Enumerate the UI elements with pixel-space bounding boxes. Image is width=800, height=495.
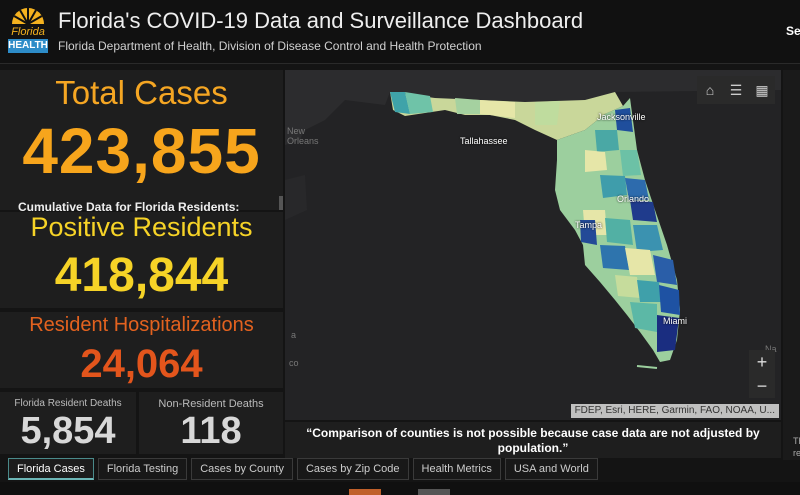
resident-deaths-label: Florida Resident Deaths (14, 398, 122, 409)
non-resident-deaths-label: Non-Resident Deaths (158, 398, 264, 410)
non-resident-deaths-value: 118 (180, 410, 242, 452)
comparison-note: “Comparison of counties is not possible … (285, 422, 781, 458)
map-label-a: a (291, 330, 297, 340)
florida-health-logo: Florida HEALTH (8, 8, 48, 54)
sun-icon (12, 8, 44, 24)
total-cases-label: Total Cases (55, 74, 228, 111)
city-label-new-orleans-2: Orleans (287, 136, 319, 146)
total-cases-value: 423,855 (22, 115, 261, 187)
tab-health-metrics[interactable]: Health Metrics (412, 458, 501, 480)
tab-usa-and-world[interactable]: USA and World (504, 458, 598, 480)
bottom-bar (0, 482, 800, 495)
dashboard-header: Florida HEALTH Florida's COVID-19 Data a… (0, 0, 800, 64)
hospitalizations-label: Resident Hospitalizations (29, 314, 254, 336)
right-panel-text-2: re (793, 448, 800, 458)
tab-cases-by-zip-code[interactable]: Cases by Zip Code (296, 458, 409, 480)
cumulative-note: Cumulative Data for Florida Residents: (18, 200, 240, 214)
city-label-miami: Miami (663, 316, 687, 326)
city-label-jacksonville: Jacksonville (597, 112, 646, 122)
total-cases-panel: Total Cases 423,855 Cumulative Data for … (0, 70, 283, 214)
positive-residents-label: Positive Residents (30, 212, 253, 242)
page-title: Florida's COVID-19 Data and Surveillance… (58, 8, 584, 33)
tab-florida-testing[interactable]: Florida Testing (97, 458, 188, 480)
city-label-tampa: Tampa (575, 220, 603, 230)
resident-deaths-value: 5,854 (20, 410, 116, 452)
tab-cases-by-county[interactable]: Cases by County (191, 458, 293, 480)
bottom-indicator-orange[interactable] (349, 489, 381, 495)
tab-florida-cases[interactable]: Florida Cases (8, 458, 94, 480)
tab-bar: Florida Cases Florida Testing Cases by C… (0, 458, 800, 480)
hospitalizations-panel: Resident Hospitalizations 24,064 (0, 312, 283, 388)
map-toolbar: ⌂ ☰ ▦ (697, 76, 775, 104)
positive-residents-value: 418,844 (54, 249, 229, 302)
positive-residents-panel: Positive Residents 418,844 (0, 212, 283, 308)
basemap-icon[interactable]: ▦ (755, 81, 769, 98)
florida-choropleth[interactable] (285, 70, 781, 420)
bottom-indicator-gray[interactable] (418, 489, 450, 495)
right-side-panel: Th re (783, 70, 800, 460)
zoom-in-button[interactable]: + (756, 352, 768, 372)
right-panel-text-1: Th (793, 436, 800, 446)
non-resident-deaths-panel: Non-Resident Deaths 118 (139, 392, 283, 454)
map-label-na: Na (765, 344, 777, 354)
logo-word-florida: Florida (11, 26, 45, 38)
city-label-new-orleans: New (287, 126, 306, 136)
zoom-out-button[interactable]: − (756, 376, 768, 396)
logo-word-health: HEALTH (8, 39, 48, 53)
panel-scrollbar[interactable] (279, 196, 283, 210)
page-subtitle: Florida Department of Health, Division o… (58, 39, 482, 53)
city-label-tallahassee: Tallahassee (460, 136, 508, 146)
hospitalizations-value: 24,064 (80, 342, 203, 386)
map-label-co: co (289, 358, 299, 368)
map-attribution[interactable]: FDEP, Esri, HERE, Garmin, FAO, NOAA, U..… (570, 404, 779, 418)
legend-icon[interactable]: ☰ (729, 81, 743, 98)
home-icon[interactable]: ⌂ (705, 82, 715, 98)
county-map[interactable]: New Orleans Tallahassee Jacksonville Orl… (285, 70, 781, 420)
zoom-control: + − (749, 350, 775, 398)
header-link-clipped[interactable]: Se (786, 24, 800, 38)
city-label-orlando: Orlando (617, 194, 650, 204)
resident-deaths-panel: Florida Resident Deaths 5,854 (0, 392, 136, 454)
